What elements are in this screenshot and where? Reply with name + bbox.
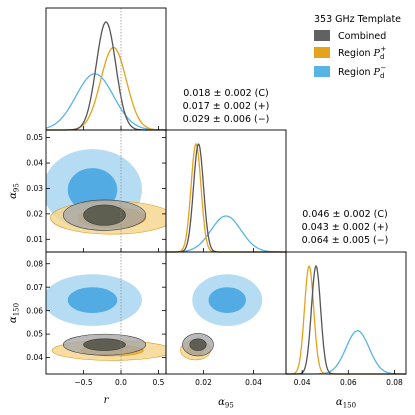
marginal-line-region_minus-alpha95: [166, 215, 286, 253]
marginal-line-combined-alpha95: [166, 143, 286, 253]
legend-label-region-plus-sup: +: [380, 45, 386, 53]
annotation-alpha150-line-2: 0.064 ± 0.005 (−): [302, 235, 389, 246]
axis-labels-layer: 0.01 0.02 0.03 0.04 0.05 0.04 0.05 0.06 0.07 0.08…: [8, 133, 403, 409]
contour-group-r_alpha95: [46, 149, 166, 235]
legend: 353 GHz Template Combined Region Pd+ Reg…: [314, 14, 401, 80]
ytick-label-alpha95-3: 0.04: [26, 159, 43, 168]
legend-label-region-plus-text: Region: [338, 48, 374, 59]
legend-label-region-minus: Region Pd−: [338, 64, 386, 80]
legend-label-region-plus-sub: d: [380, 53, 384, 61]
legend-label-region-plus-p: P: [373, 48, 381, 59]
contour-inner-combined-alpha95_alpha150: [189, 338, 207, 351]
xlabel-alpha150: α150: [336, 397, 356, 410]
marginal-line-region_plus-r: [46, 46, 166, 131]
xlabel-alpha95-sub: 95: [225, 402, 234, 410]
xlabel-r: r: [104, 395, 110, 406]
ylabel-alpha150-sub: 150: [13, 303, 21, 316]
xlabel-alpha150-alpha: α: [336, 397, 343, 408]
ylabel-alpha95-sub: 95: [13, 183, 21, 192]
xtick-label-alpha95-1: 0.04: [245, 378, 262, 387]
contour-inner-combined-r_alpha150: [83, 338, 126, 351]
annotation-alpha150: 0.046 ± 0.002 (C) 0.043 ± 0.002 (+) 0.06…: [302, 209, 389, 246]
marginal-line-region_minus-alpha150: [286, 330, 406, 375]
annotation-alpha150-line-0: 0.046 ± 0.002 (C): [302, 209, 387, 220]
xlabel-alpha95: α95: [218, 397, 234, 410]
contour-group-alpha95_alpha150: [180, 274, 263, 361]
ytick-label-alpha95-2: 0.03: [26, 184, 43, 193]
panel-frame-1-1: [165, 129, 287, 253]
xtick-label-alpha150-1: 0.06: [340, 378, 357, 387]
xtick-label-r-2: 0.5: [153, 378, 165, 387]
ylabel-alpha95: α95: [8, 183, 21, 199]
ytick-label-alpha150-1: 0.05: [26, 330, 43, 339]
legend-label-region-minus-sup: −: [380, 64, 386, 72]
ytick-label-alpha150-4: 0.08: [26, 259, 43, 268]
legend-swatch-region-minus: [314, 66, 330, 77]
annotation-alpha150-line-1: 0.043 ± 0.002 (+): [302, 222, 389, 233]
ylabel-alpha150: α150: [8, 303, 21, 323]
legend-label-combined: Combined: [338, 31, 386, 42]
legend-label-region-minus-sub: d: [380, 72, 384, 80]
legend-swatch-combined: [314, 30, 330, 41]
xlabel-alpha95-alpha: α: [218, 397, 225, 408]
xtick-label-alpha95-0: 0.02: [195, 378, 212, 387]
xlabel-alpha150-sub: 150: [343, 402, 356, 410]
legend-swatch-region-plus: [314, 47, 330, 58]
ytick-label-alpha95-0: 0.01: [26, 235, 43, 244]
legend-label-region-minus-text: Region: [338, 67, 374, 78]
legend-label-region-minus-p: P: [373, 67, 381, 78]
legend-title: 353 GHz Template: [314, 14, 401, 25]
contour-inner-region_minus-r_alpha150: [67, 287, 118, 313]
annotation-alpha95-line-1: 0.017 ± 0.002 (+): [183, 101, 270, 112]
ytick-label-alpha95-1: 0.02: [26, 209, 43, 218]
xtick-label-r-0: −0.5: [74, 378, 92, 387]
panel-frame-0-0: [45, 7, 167, 131]
ylabel-alpha150-alpha: α: [8, 316, 19, 323]
legend-label-region-plus: Region Pd+: [338, 45, 386, 61]
marginal-line-region_plus-alpha150: [286, 264, 406, 375]
xtick-label-alpha150-0: 0.04: [294, 378, 311, 387]
marginal-line-region_minus-r: [45, 73, 166, 131]
ytick-label-alpha95-4: 0.05: [26, 133, 43, 142]
contour-group-r_alpha150: [46, 274, 166, 361]
annotation-alpha95-line-2: 0.029 ± 0.006 (−): [183, 114, 270, 125]
contour-inner-region_minus-alpha95_alpha150: [208, 287, 246, 313]
marginal-line-combined-r: [46, 21, 166, 131]
ytick-label-alpha150-3: 0.07: [26, 283, 43, 292]
xtick-label-r-1: 0.0: [115, 378, 127, 387]
annotation-alpha95-line-0: 0.018 ± 0.002 (C): [183, 88, 268, 99]
marginal-line-region_plus-alpha95: [166, 142, 286, 253]
ylabel-alpha95-alpha: α: [8, 192, 19, 199]
panels-layer: [45, 7, 407, 375]
panel-frame-2-2: [285, 251, 407, 375]
annotation-alpha95: 0.018 ± 0.002 (C) 0.017 ± 0.002 (+) 0.02…: [183, 88, 270, 125]
ytick-label-alpha150-0: 0.04: [26, 353, 43, 362]
contour-inner-combined-r_alpha95: [83, 204, 126, 226]
ytick-label-alpha150-2: 0.06: [26, 306, 43, 315]
xtick-label-alpha150-2: 0.08: [386, 378, 403, 387]
